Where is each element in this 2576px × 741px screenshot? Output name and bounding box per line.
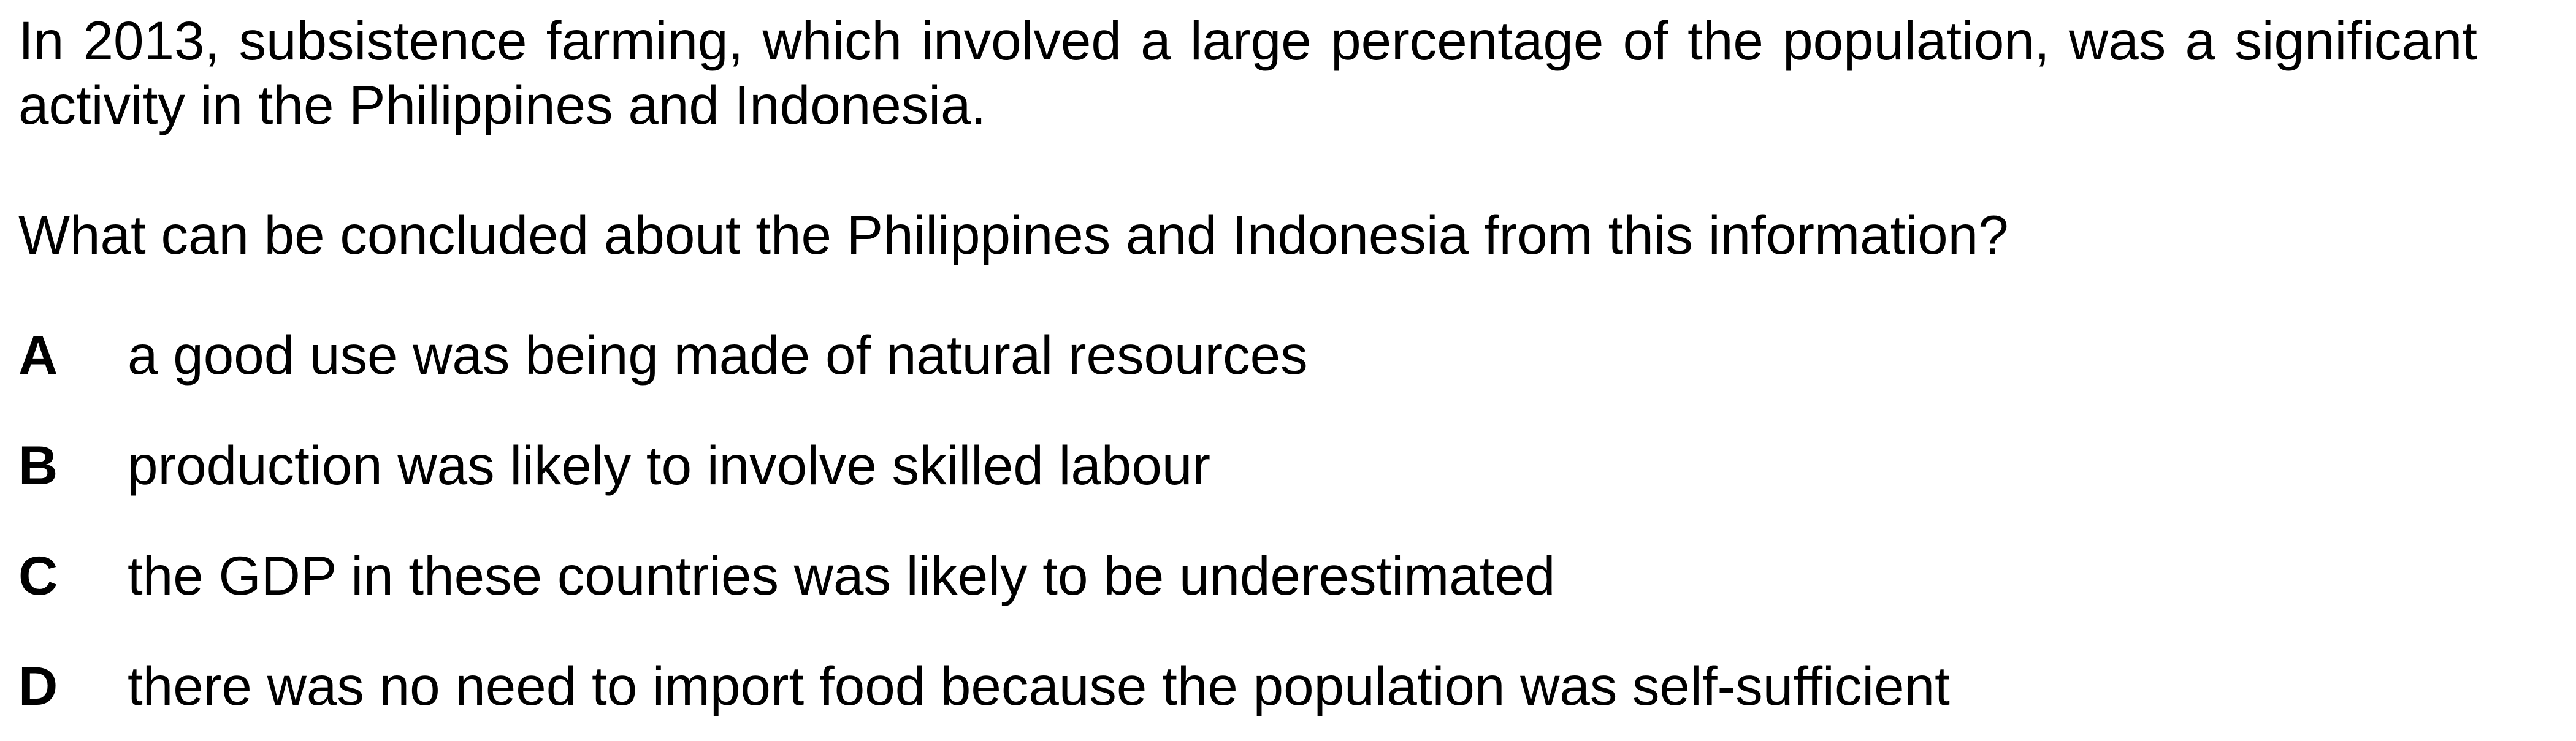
option-letter: C — [18, 545, 58, 606]
option-text: a good use was being made of natural res… — [128, 324, 1308, 386]
question-stem: In 2013, subsistence farming, which invo… — [18, 10, 2477, 135]
option-text: production was likely to involve skilled… — [128, 435, 1211, 496]
option-text: there was no need to import food because… — [128, 655, 1950, 716]
question-prompt: What can be concluded about the Philippi… — [18, 204, 2009, 265]
option-letter: D — [18, 655, 58, 716]
option-text: the GDP in these countries was likely to… — [128, 545, 1556, 606]
option-letter: A — [18, 324, 58, 386]
option-letter: B — [18, 435, 58, 496]
